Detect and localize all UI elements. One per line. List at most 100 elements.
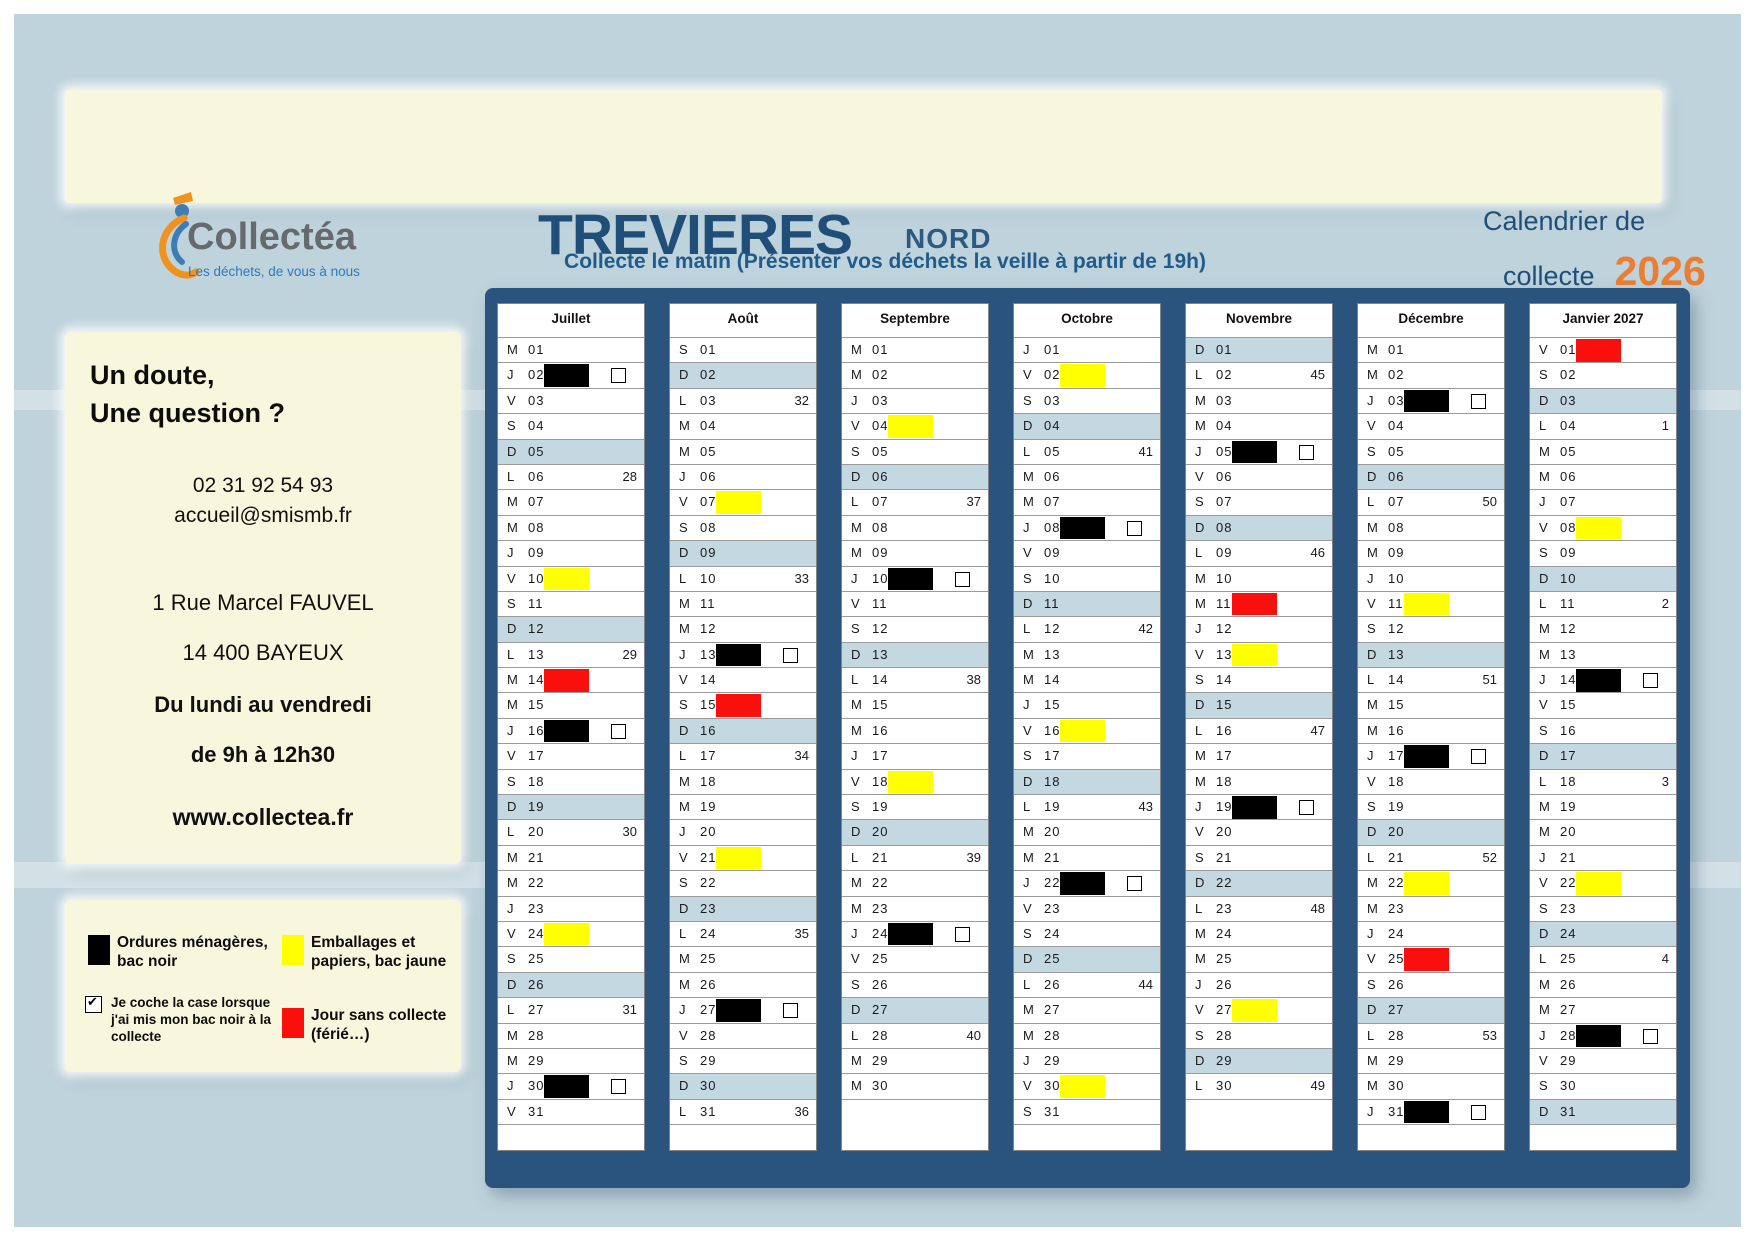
day-letter: L — [679, 392, 687, 408]
week-number: 33 — [794, 570, 809, 586]
day-number: 26 — [1388, 976, 1405, 992]
calendar-day-row: J 24 — [1358, 922, 1504, 948]
day-letter: M — [507, 672, 518, 688]
bac-noir-done-checkbox[interactable] — [955, 571, 970, 587]
calendar-day-row: M 19 — [670, 795, 816, 821]
calendar-day-row: L 23 48 — [1186, 897, 1332, 922]
bac-noir-done-checkbox[interactable] — [611, 723, 626, 739]
day-letter: M — [1367, 342, 1378, 357]
legend-yellow-swatch — [282, 935, 304, 965]
day-number: 05 — [528, 443, 545, 459]
day-letter: M — [1195, 392, 1206, 408]
calendar-day-row: V 07 — [670, 490, 816, 516]
contact-website[interactable]: www.collectea.fr — [172, 804, 354, 830]
month-title: Octobre — [1061, 311, 1113, 326]
bac-noir-done-checkbox[interactable] — [1299, 800, 1314, 816]
day-number: 18 — [872, 773, 889, 789]
bac-noir-done-checkbox[interactable] — [611, 1079, 626, 1095]
calendar-day-row: M 25 — [1186, 947, 1332, 973]
calendar-day-row: S 02 — [1530, 363, 1676, 389]
day-number: 03 — [1560, 392, 1577, 408]
contact-email[interactable]: accueil@smismb.fr — [174, 504, 352, 527]
day-number: 21 — [1216, 849, 1233, 865]
bac-noir-done-checkbox[interactable] — [955, 926, 970, 942]
bac-noir-done-checkbox[interactable] — [1299, 444, 1314, 460]
collection-marker-yellow — [544, 567, 589, 591]
calendar-day-row: S 15 — [670, 693, 816, 719]
bac-noir-done-checkbox[interactable] — [1643, 673, 1658, 689]
bac-noir-done-checkbox[interactable] — [1471, 393, 1486, 409]
calendar-day-row: S 29 — [670, 1049, 816, 1075]
day-letter: L — [1023, 799, 1031, 815]
collection-marker-red — [1232, 592, 1277, 616]
bac-noir-done-checkbox[interactable] — [1127, 520, 1142, 536]
day-number: 04 — [1216, 418, 1233, 434]
calendar-day-row: J 17 — [1358, 744, 1504, 770]
day-letter: J — [1367, 392, 1374, 408]
day-number: 11 — [1216, 595, 1232, 611]
week-number: 4 — [1661, 951, 1669, 967]
day-letter: V — [679, 849, 688, 865]
bac-noir-done-checkbox[interactable] — [1471, 1104, 1486, 1120]
bac-noir-done-checkbox[interactable] — [1643, 1028, 1658, 1044]
calendar-day-row: M 19 — [1530, 795, 1676, 821]
calendar-day-row: L 13 29 — [498, 643, 644, 669]
calendar-day-row: J 27 — [670, 998, 816, 1024]
day-number: 01 — [872, 342, 889, 357]
calendar-day-row: L 27 31 — [498, 998, 644, 1024]
collection-marker-yellow — [1232, 643, 1277, 667]
calendar-day-row: S 24 — [1014, 922, 1160, 948]
day-number: 01 — [1044, 342, 1061, 357]
calendar-day-row: D 09 — [670, 541, 816, 567]
day-number: 18 — [1216, 773, 1233, 789]
day-number: 10 — [1044, 570, 1061, 586]
day-letter: V — [507, 570, 516, 586]
bac-noir-done-checkbox[interactable] — [783, 647, 798, 663]
day-letter: L — [1539, 773, 1547, 789]
day-number: 09 — [700, 545, 717, 561]
day-number: 29 — [872, 1052, 889, 1068]
bac-noir-done-checkbox[interactable] — [783, 1003, 798, 1019]
day-letter: S — [507, 595, 516, 611]
calendar-day-row: D 27 — [1358, 998, 1504, 1024]
day-number: 10 — [1388, 570, 1405, 586]
day-number: 08 — [872, 519, 889, 535]
day-letter: M — [1539, 1002, 1550, 1018]
calendar-day-row: M 05 — [1530, 440, 1676, 465]
day-number: 17 — [1044, 748, 1061, 764]
calendar-day-row: L 14 38 — [842, 668, 988, 694]
calendar-day-row: D 24 — [1530, 921, 1676, 948]
day-letter: M — [1539, 621, 1550, 637]
day-number: 07 — [528, 494, 545, 510]
day-number: 08 — [1560, 519, 1577, 535]
day-letter: D — [507, 976, 517, 992]
calendar-day-row: L 24 35 — [670, 922, 816, 948]
day-number: 14 — [700, 672, 717, 688]
day-number: 26 — [872, 976, 889, 992]
day-letter: M — [851, 519, 862, 535]
calendar-day-row: V 04 — [1358, 414, 1504, 440]
bac-noir-done-checkbox[interactable] — [611, 368, 626, 384]
legend-black-label: Ordures ménagères, bac noir — [117, 933, 268, 971]
calendar-day-row: J 23 — [498, 897, 644, 922]
day-letter: M — [507, 849, 518, 865]
day-letter: S — [1023, 925, 1032, 941]
day-letter: M — [1367, 367, 1378, 383]
day-number: 05 — [1388, 443, 1405, 459]
collection-marker-black — [888, 567, 933, 591]
day-number: 18 — [1388, 773, 1405, 789]
day-letter: V — [1539, 697, 1548, 713]
day-number: 05 — [700, 443, 717, 459]
day-letter: M — [679, 443, 690, 459]
day-letter: V — [1023, 1078, 1032, 1094]
day-letter: M — [507, 494, 518, 510]
day-letter: L — [679, 1103, 687, 1119]
bac-noir-done-checkbox[interactable] — [1471, 749, 1486, 765]
bac-noir-done-checkbox[interactable] — [1127, 876, 1142, 892]
checked-checkbox-icon[interactable] — [85, 994, 102, 1013]
calendar-day-row: S 19 — [1358, 795, 1504, 821]
day-number: 05 — [1216, 443, 1233, 459]
collection-marker-black — [888, 922, 933, 946]
day-number: 30 — [700, 1078, 717, 1094]
calendar-day-row: M 15 — [498, 693, 644, 719]
